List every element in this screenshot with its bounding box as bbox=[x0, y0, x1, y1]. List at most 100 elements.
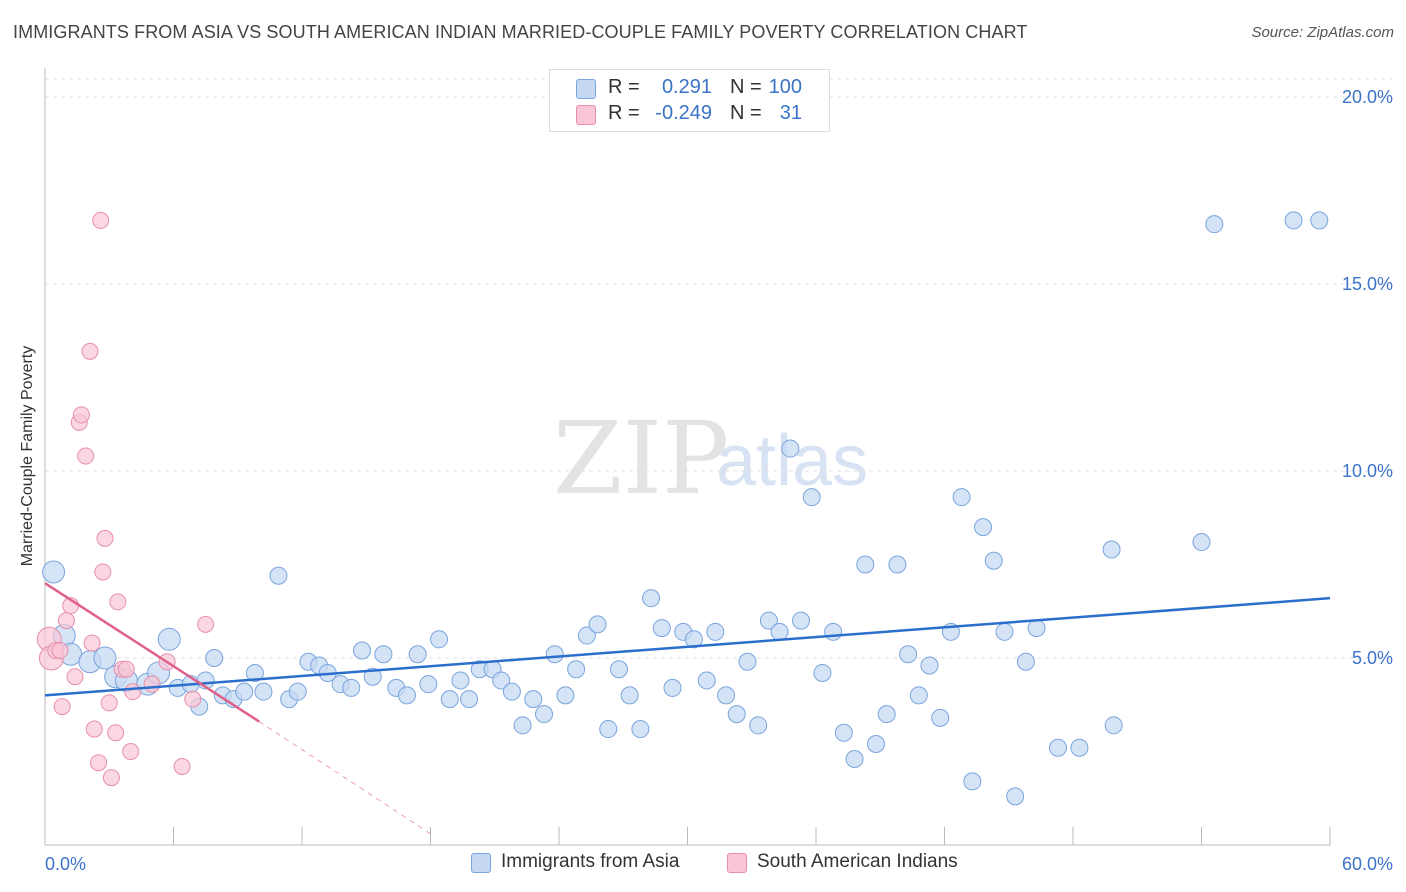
data-point-asia bbox=[42, 560, 66, 584]
data-point-asia bbox=[577, 626, 596, 645]
data-point-asia bbox=[535, 705, 554, 724]
data-point-asia bbox=[513, 716, 532, 735]
data-point-asia bbox=[920, 656, 939, 675]
data-point-asia bbox=[1027, 619, 1046, 638]
data-point-asia bbox=[856, 555, 875, 574]
data-point-asia bbox=[706, 622, 725, 641]
data-point-asia bbox=[397, 686, 416, 705]
watermark-zip: ZIP bbox=[553, 400, 730, 517]
data-point-sai bbox=[143, 675, 161, 693]
legend-r-value: 0.291 bbox=[661, 76, 712, 98]
data-point-asia bbox=[697, 671, 716, 690]
data-point-asia bbox=[1006, 787, 1025, 806]
data-point-sai bbox=[57, 612, 75, 630]
data-point-asia bbox=[663, 678, 682, 697]
data-point-asia bbox=[684, 630, 703, 649]
data-point-sai bbox=[173, 757, 191, 775]
data-point-asia bbox=[342, 678, 361, 697]
data-point-asia bbox=[460, 690, 479, 709]
data-point-asia bbox=[749, 716, 768, 735]
data-point-asia bbox=[93, 646, 117, 670]
x-tick-label: 0.0% bbox=[45, 854, 86, 874]
data-point-sai bbox=[51, 642, 69, 660]
data-point-asia bbox=[545, 645, 564, 664]
data-point-asia bbox=[599, 720, 618, 739]
data-point-sai bbox=[197, 615, 215, 633]
data-point-asia bbox=[235, 682, 254, 701]
data-point-asia bbox=[824, 622, 843, 641]
data-point-asia bbox=[866, 735, 885, 754]
data-point-sai bbox=[90, 754, 108, 772]
y-tick-label: 15.0% bbox=[1342, 274, 1393, 294]
legend-swatch-blue bbox=[576, 79, 596, 99]
data-point-asia bbox=[759, 611, 778, 630]
data-point-asia bbox=[1104, 716, 1123, 735]
data-point-asia bbox=[430, 630, 449, 649]
data-point-sai bbox=[66, 668, 84, 686]
data-point-asia bbox=[374, 645, 393, 664]
source-label: Source: ZipAtlas.com bbox=[1251, 24, 1394, 41]
data-point-asia bbox=[1205, 215, 1224, 234]
x-tick-label: 60.0% bbox=[1342, 854, 1393, 874]
data-point-asia bbox=[888, 555, 907, 574]
data-point-asia bbox=[451, 671, 470, 690]
data-point-sai bbox=[92, 211, 110, 229]
y-tick-label: 20.0% bbox=[1342, 87, 1393, 107]
legend-row-blue: R = 0.291 N = 100 bbox=[550, 76, 829, 102]
data-point-asia bbox=[727, 705, 746, 724]
data-point-sai bbox=[83, 634, 101, 652]
data-point-asia bbox=[352, 641, 371, 660]
data-point-asia bbox=[952, 488, 971, 507]
data-point-sai bbox=[81, 342, 99, 360]
data-point-asia bbox=[609, 660, 628, 679]
bottom-legend-swatch-pink bbox=[727, 853, 747, 873]
data-point-asia bbox=[363, 667, 382, 686]
data-point-asia bbox=[269, 566, 288, 585]
data-point-asia bbox=[770, 622, 789, 641]
data-point-sai bbox=[107, 724, 125, 742]
trendline-asia bbox=[44, 596, 1331, 697]
data-point-sai bbox=[184, 690, 202, 708]
data-point-asia bbox=[1284, 211, 1303, 230]
data-point-asia bbox=[963, 772, 982, 791]
data-point-sai bbox=[109, 593, 127, 611]
data-point-asia bbox=[408, 645, 427, 664]
data-point-sai bbox=[124, 683, 142, 701]
data-point-sai bbox=[102, 769, 120, 787]
data-point-sai bbox=[117, 660, 135, 678]
data-point-asia bbox=[492, 671, 511, 690]
data-point-asia bbox=[738, 652, 757, 671]
data-point-asia bbox=[556, 686, 575, 705]
data-point-sai bbox=[94, 563, 112, 581]
legend-row-pink: R = -0.249 N = 31 bbox=[550, 102, 829, 128]
trendline-sai-extension bbox=[258, 721, 431, 835]
watermark-atlas: atlas bbox=[716, 421, 869, 501]
data-point-asia bbox=[502, 682, 521, 701]
legend-r-label: R = bbox=[608, 76, 640, 98]
data-point-asia bbox=[717, 686, 736, 705]
data-point-sai bbox=[96, 529, 114, 547]
data-point-sai bbox=[53, 698, 71, 716]
legend-box: R = 0.291 N = 100 R = -0.249 N = 31 bbox=[549, 69, 830, 132]
data-point-asia bbox=[419, 675, 438, 694]
legend-n-label: N = bbox=[730, 102, 762, 124]
data-point-asia bbox=[1016, 652, 1035, 671]
legend-n-value: 31 bbox=[779, 102, 802, 124]
data-point-asia bbox=[620, 686, 639, 705]
data-point-asia bbox=[1192, 533, 1211, 552]
data-point-asia bbox=[834, 723, 853, 742]
data-point-sai bbox=[72, 406, 90, 424]
bottom-legend-sai: South American Indians bbox=[727, 851, 958, 873]
data-point-asia bbox=[1102, 540, 1121, 559]
data-point-asia bbox=[781, 439, 800, 458]
data-point-asia bbox=[588, 615, 607, 634]
data-point-asia bbox=[642, 589, 661, 608]
data-point-asia bbox=[524, 690, 543, 709]
data-point-asia bbox=[205, 649, 224, 667]
chart-title: IMMIGRANTS FROM ASIA VS SOUTH AMERICAN I… bbox=[13, 22, 1028, 42]
data-point-asia bbox=[995, 622, 1014, 641]
data-point-asia bbox=[931, 708, 950, 727]
data-point-asia bbox=[899, 645, 918, 664]
legend-n-value: 100 bbox=[768, 76, 802, 98]
